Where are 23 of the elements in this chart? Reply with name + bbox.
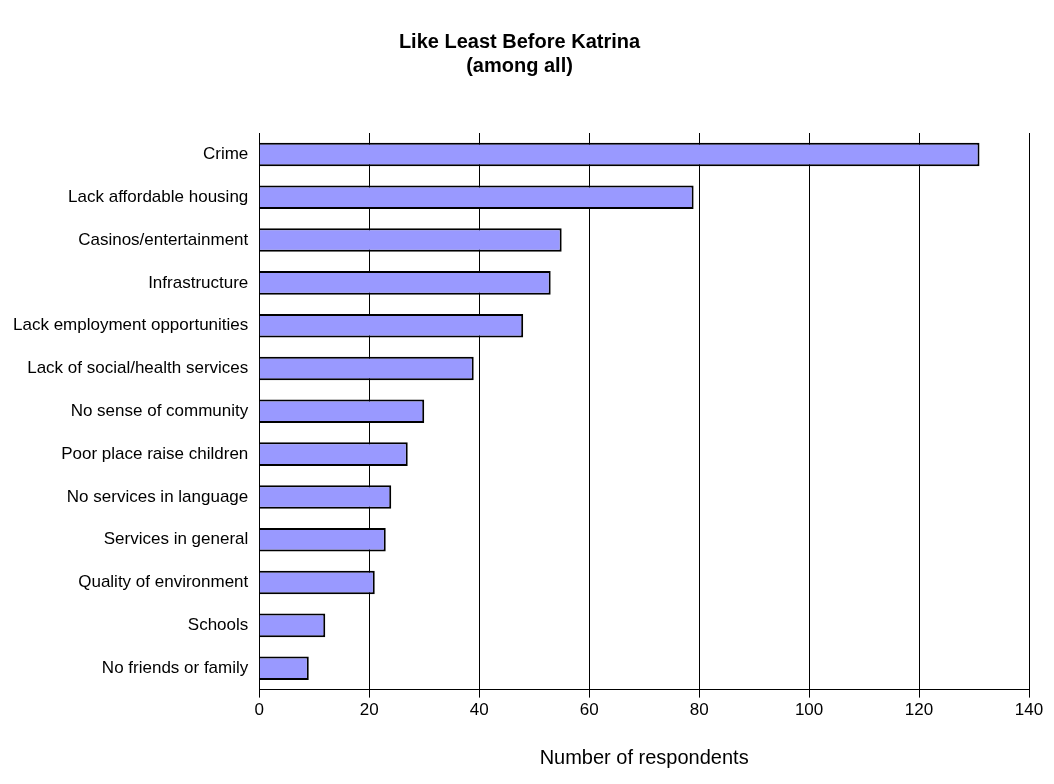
y-tick-label: No services in language: [66, 486, 249, 506]
x-tick-label: 40: [469, 700, 489, 720]
x-axis-title: Number of respondents: [539, 745, 749, 768]
x-tick-label: 60: [579, 700, 599, 720]
y-tick-label: Lack of social/health services: [27, 358, 249, 378]
y-tick-label: Services in general: [103, 529, 249, 549]
x-tick-label: 0: [254, 700, 265, 720]
x-tick-label: 100: [794, 700, 824, 720]
x-tick-label: 120: [904, 700, 934, 720]
y-tick-label: Lack employment opportunities: [13, 315, 249, 335]
y-tick-label: Poor place raise children: [61, 443, 249, 463]
y-tick-label: Quality of environment: [78, 572, 249, 592]
y-tick-label: Schools: [187, 615, 249, 635]
x-tick-label: 140: [1014, 700, 1044, 720]
y-tick-label: No friends or family: [101, 657, 249, 677]
chart-title: Like Least Before Katrina (among all): [398, 29, 641, 76]
x-tick-label: 80: [689, 700, 709, 720]
y-tick-label: Infrastructure: [148, 272, 249, 292]
y-tick-label: Lack affordable housing: [68, 186, 249, 206]
x-tick-label: 20: [359, 700, 379, 720]
y-tick-label: Casinos/entertainment: [78, 229, 249, 249]
y-tick-label: No sense of community: [70, 400, 249, 420]
y-tick-label: Crime: [202, 144, 249, 164]
